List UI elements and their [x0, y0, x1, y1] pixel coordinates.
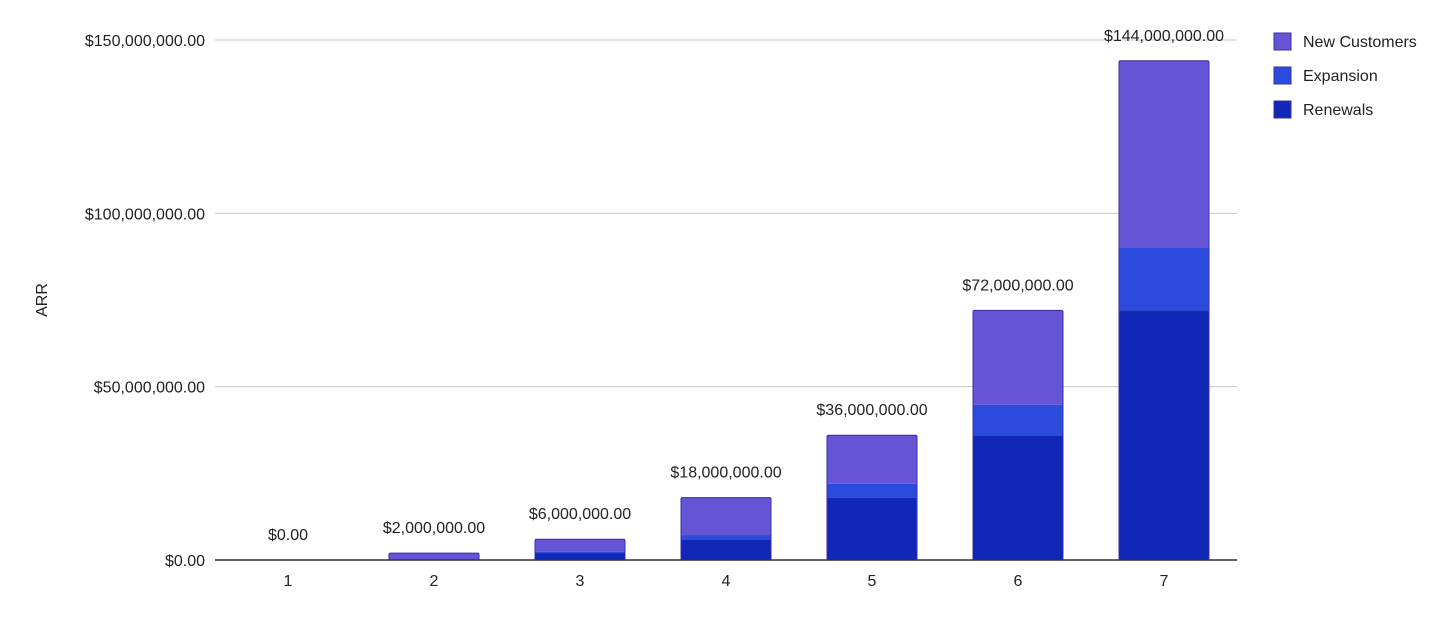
y-tick-label: $50,000,000.00	[94, 380, 205, 397]
bar-segment-expansion	[681, 535, 771, 540]
y-tick-label: $150,000,000.00	[85, 33, 205, 50]
legend-swatch	[1273, 32, 1292, 51]
x-tick-label: 7	[1160, 573, 1169, 590]
total-label: $0.00	[268, 527, 308, 544]
x-tick-label: 1	[284, 573, 293, 590]
bar-segment-new-customers	[1119, 60, 1209, 248]
total-label: $18,000,000.00	[670, 465, 781, 482]
total-label: $6,000,000.00	[529, 506, 631, 523]
total-label: $144,000,000.00	[1104, 28, 1224, 45]
bar-segment-renewals	[681, 539, 771, 560]
total-label: $72,000,000.00	[962, 277, 1073, 294]
y-tick-label: $0.00	[165, 553, 205, 570]
bar-segment-new-customers	[389, 553, 479, 560]
bar-segment-renewals	[827, 497, 917, 560]
legend-label: Renewals	[1303, 102, 1373, 119]
bars	[388, 60, 1210, 561]
x-tick-label: 4	[722, 573, 731, 590]
total-labels: $0.00 $2,000,000.00 $6,000,000.00 $18,000,0…	[268, 28, 1224, 544]
x-tick-label: 6	[1014, 573, 1023, 590]
legend-label: Expansion	[1303, 68, 1378, 85]
bar-segment-expansion	[535, 551, 625, 554]
x-tick-label: 3	[576, 573, 585, 590]
bar-segment-renewals	[973, 435, 1063, 560]
bar-segment-renewals	[1119, 310, 1209, 560]
legend-swatch	[1273, 66, 1292, 85]
bar-segment-new-customers	[681, 497, 771, 536]
bar-segment-expansion	[973, 404, 1063, 436]
x-tick-label: 2	[430, 573, 439, 590]
x-axis-ticks: 1 2 3 4 5 6 7	[284, 573, 1169, 590]
legend: New Customers Expansion Renewals	[1273, 32, 1417, 119]
bar-segment-new-customers	[973, 310, 1063, 405]
total-label: $2,000,000.00	[383, 520, 485, 537]
bar-segment-expansion	[827, 483, 917, 498]
y-tick-label: $100,000,000.00	[85, 206, 205, 223]
legend-swatch	[1273, 100, 1292, 119]
y-axis-ticks: $0.00 $50,000,000.00 $100,000,000.00 $150,0…	[85, 33, 205, 570]
gridlines	[215, 39, 1237, 388]
bar-segment-new-customers	[535, 539, 625, 552]
x-tick-label: 5	[868, 573, 877, 590]
total-label: $36,000,000.00	[816, 402, 927, 419]
y-axis-title: ARR	[34, 283, 51, 317]
legend-label: New Customers	[1303, 34, 1417, 51]
bar-segment-renewals	[535, 553, 625, 560]
bar-segment-expansion	[1119, 248, 1209, 311]
bar-segment-new-customers	[827, 435, 917, 484]
